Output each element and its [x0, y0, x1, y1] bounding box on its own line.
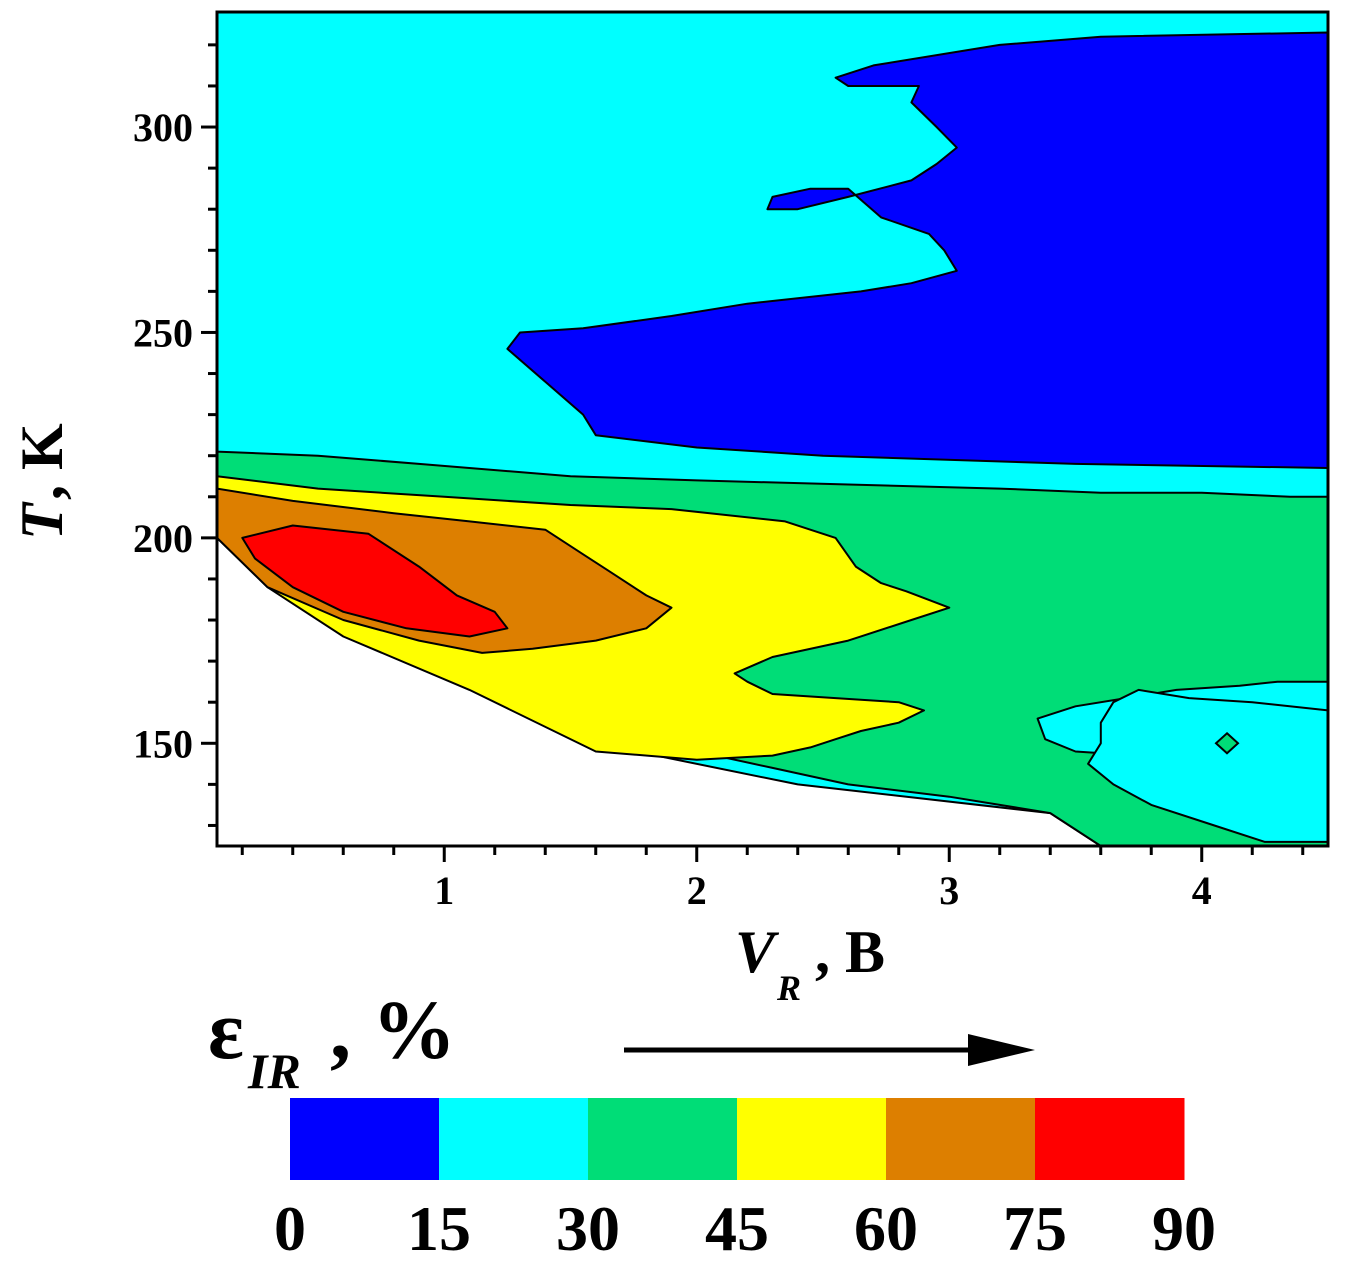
- legend-swatch-yellow: [737, 1098, 887, 1180]
- legend-title-sub: IR: [247, 1043, 301, 1099]
- plot-area: [217, 12, 1328, 846]
- y-tick-label: 150: [133, 721, 193, 766]
- y-axis-title-main: T: [9, 501, 75, 540]
- x-tick-label: 3: [939, 868, 959, 913]
- legend-label: 30: [556, 1193, 620, 1264]
- contour-region-1: [506, 31, 1328, 469]
- legend-swatch-blue: [290, 1098, 440, 1180]
- y-tick-label: 250: [133, 310, 193, 355]
- y-tick-label: 200: [133, 516, 193, 561]
- contour-region-3: [1087, 688, 1328, 843]
- x-tick-label: 2: [687, 868, 707, 913]
- legend-arrow: [624, 1034, 1035, 1066]
- legend-label: 75: [1003, 1193, 1067, 1264]
- y-tick-label: 300: [133, 105, 193, 150]
- legend-swatch-green: [588, 1098, 738, 1180]
- y-axis-title-unit: , K: [9, 423, 75, 500]
- legend-title-main: ε: [208, 984, 244, 1077]
- legend-label: 15: [407, 1193, 471, 1264]
- legend-label: 60: [854, 1193, 918, 1264]
- x-tick-label: 1: [434, 868, 454, 913]
- x-axis-title-main: V: [735, 919, 780, 985]
- legend-swatch-orange: [886, 1098, 1036, 1180]
- legend-arrow-head: [968, 1034, 1035, 1066]
- legend-label: 0: [274, 1193, 306, 1264]
- x-axis-title: V R , B: [735, 919, 885, 1008]
- contour-island: [1214, 731, 1240, 755]
- contour-region-6: [241, 524, 509, 638]
- legend-title-unit: , %: [330, 984, 456, 1077]
- plot-frame: [215, 10, 1330, 848]
- x-axis-ticks: 1 2 3 4: [240, 846, 1305, 913]
- x-axis-title-unit: , B: [815, 919, 885, 985]
- contour-regions: [217, 12, 1328, 846]
- legend-level-labels: 0 15 30 45 60 75 90: [274, 1193, 1216, 1264]
- y-axis-ticks: 150 200 250 300: [133, 43, 217, 827]
- legend-label: 90: [1152, 1193, 1216, 1264]
- legend-title: ε IR , %: [208, 984, 456, 1099]
- x-tick-label: 4: [1192, 868, 1212, 913]
- legend-swatch-cyan: [439, 1098, 589, 1180]
- legend-swatch-red: [1035, 1098, 1185, 1180]
- legend-color-bar: [290, 1098, 1185, 1180]
- y-axis-title: T , K: [9, 423, 75, 540]
- legend-label: 45: [705, 1193, 769, 1264]
- x-axis-title-sub: R: [776, 968, 801, 1008]
